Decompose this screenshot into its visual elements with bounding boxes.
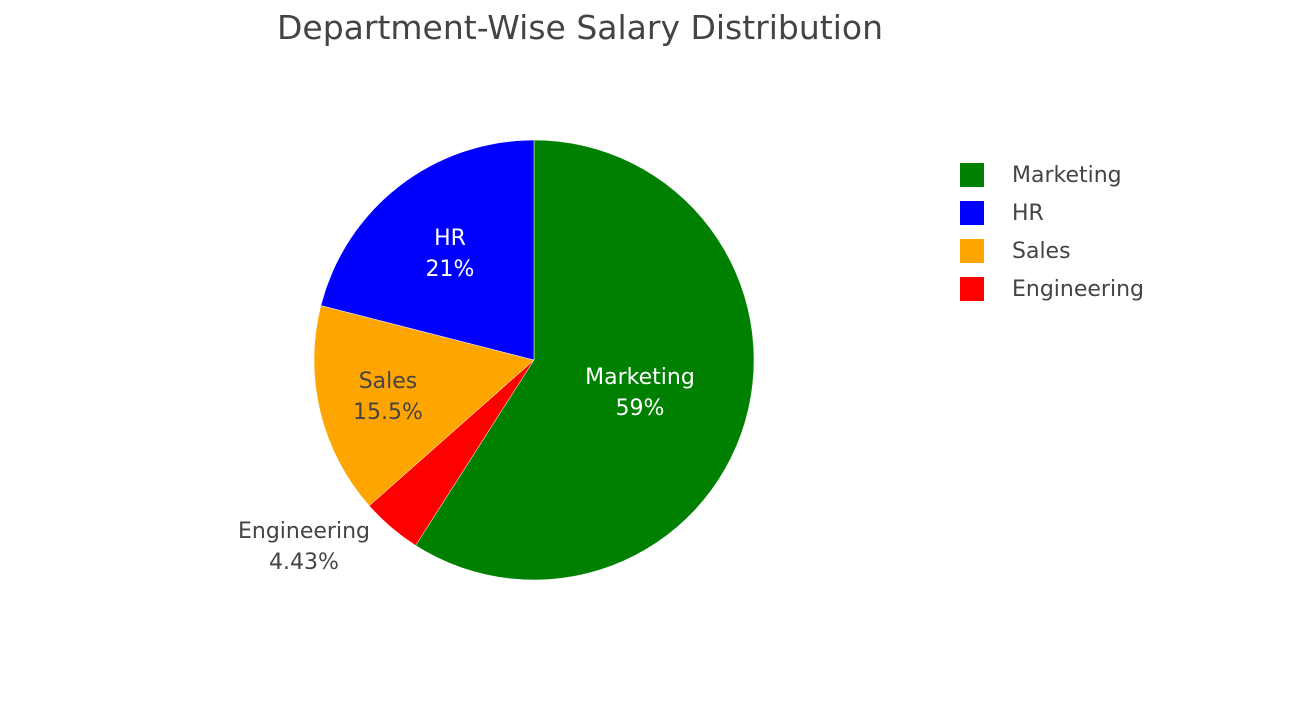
legend-swatch	[960, 201, 984, 225]
legend-label: HR	[1012, 200, 1044, 226]
legend-label: Sales	[1012, 238, 1071, 264]
pie-slice-hr[interactable]	[320, 139, 535, 361]
slice-label-name: HR	[434, 226, 466, 251]
legend: Marketing HR Sales Engineering	[960, 156, 1144, 308]
slice-label-name: Marketing	[585, 365, 695, 390]
legend-item-engineering[interactable]: Engineering	[960, 270, 1144, 308]
pie-slice-sales[interactable]	[313, 305, 535, 507]
legend-item-sales[interactable]: Sales	[960, 232, 1144, 270]
legend-label: Marketing	[1012, 162, 1122, 188]
legend-item-marketing[interactable]: Marketing	[960, 156, 1144, 194]
slice-label-percent: 4.43%	[269, 550, 339, 575]
slice-label-percent: 21%	[425, 257, 475, 282]
legend-swatch	[960, 163, 984, 187]
slice-label-name: Engineering	[238, 519, 370, 544]
legend-label: Engineering	[1012, 276, 1144, 302]
slice-label-engineering: Engineering 4.43%	[238, 516, 370, 578]
slice-label-name: Sales	[358, 369, 418, 394]
legend-swatch	[960, 277, 984, 301]
slice-label-sales: Sales 15.5%	[353, 366, 423, 428]
slice-label-marketing: Marketing 59%	[585, 362, 695, 424]
legend-item-hr[interactable]: HR	[960, 194, 1144, 232]
slice-label-hr: HR 21%	[426, 223, 475, 285]
legend-swatch	[960, 239, 984, 263]
chart-title: Department-Wise Salary Distribution	[277, 8, 883, 47]
slice-label-percent: 15.5%	[353, 400, 423, 425]
pie-slice-marketing[interactable]	[415, 139, 755, 581]
slice-label-percent: 59%	[615, 396, 665, 421]
